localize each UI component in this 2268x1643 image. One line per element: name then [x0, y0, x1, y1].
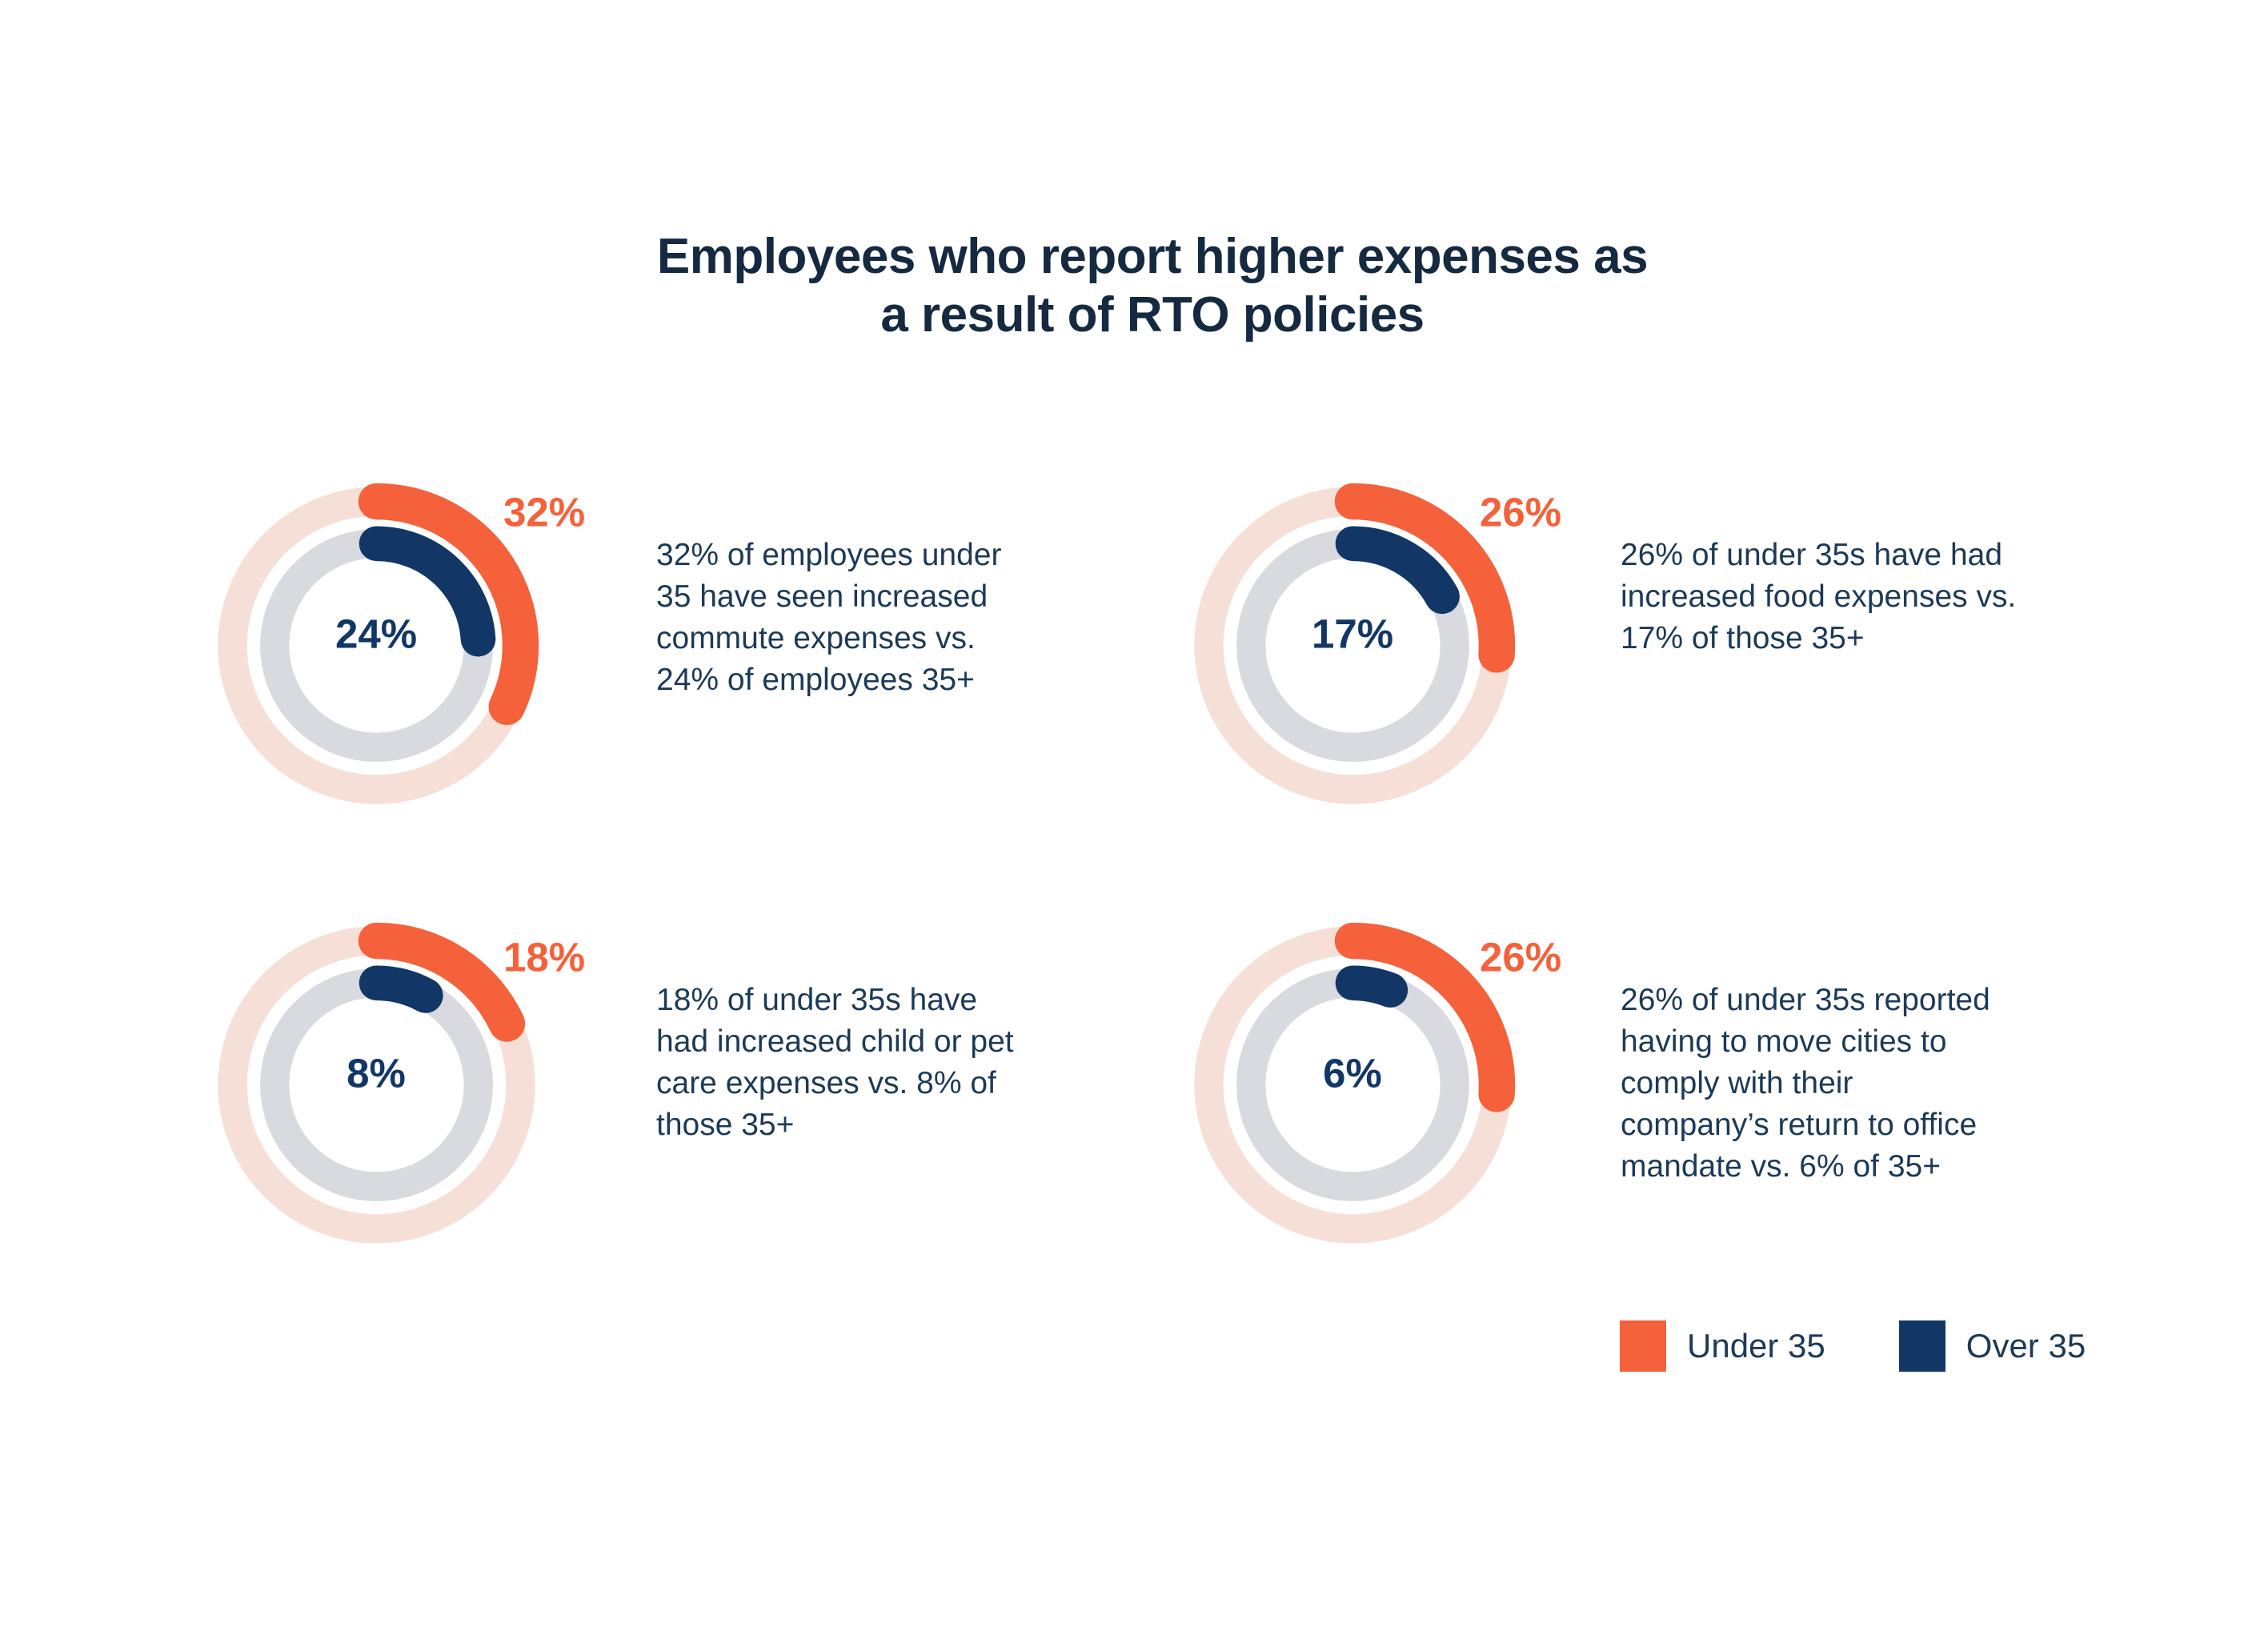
donut-group-childcare: 18% 8% [213, 921, 585, 1248]
chart-title: Employees who report higher expenses as … [656, 229, 1649, 343]
donut-chart-relocation [1190, 922, 1516, 1248]
legend-item-over35: Over 35 [1898, 1320, 2086, 1372]
under35-value-label: 18% [503, 934, 586, 980]
legend-label-under35: Under 35 [1687, 1327, 1825, 1364]
over35-value-label: 17% [1311, 611, 1394, 657]
donut-group-relocation: 26% 6% [1189, 921, 1561, 1248]
over35-value-label: 6% [1323, 1050, 1382, 1096]
legend-label-over35: Over 35 [1965, 1327, 2086, 1364]
over35-arc [1233, 526, 1473, 765]
under35-color-swatch [1620, 1320, 1666, 1372]
under35-value-label: 26% [1479, 489, 1562, 535]
donut-group-food: 26% 17% [1189, 482, 1561, 809]
ring-description-childcare: 18% of under 35s have had increased chil… [656, 983, 1014, 1142]
under35-arc [214, 922, 539, 1248]
legend-item-under35: Under 35 [1620, 1320, 1825, 1372]
ring-description-food: 26% of under 35s have had increased food… [1621, 538, 2017, 655]
donut-group-commute: 32% 24% [213, 482, 585, 809]
ring-description-relocation: 26% of under 35s reported having to move… [1621, 983, 1990, 1184]
under35-arc [1190, 483, 1516, 808]
over35-value-label: 8% [347, 1050, 406, 1096]
over35-arc [1233, 965, 1473, 1204]
over35-color-swatch [1898, 1320, 1945, 1372]
under35-value-label: 26% [1479, 934, 1562, 980]
under35-value-label: 32% [503, 489, 586, 535]
donut-chart-food [1190, 483, 1516, 808]
over35-value-label: 24% [335, 611, 418, 657]
under35-arc [214, 483, 539, 808]
donut-chart-childcare [214, 922, 539, 1248]
under35-arc [1190, 922, 1516, 1248]
ring-description-commute: 32% of employees under 35 have seen incr… [656, 538, 1002, 697]
donut-chart-commute [214, 483, 539, 808]
legend: Under 35 Over 35 [1620, 1320, 2086, 1372]
over35-arc [257, 965, 496, 1204]
over35-arc [257, 526, 496, 765]
